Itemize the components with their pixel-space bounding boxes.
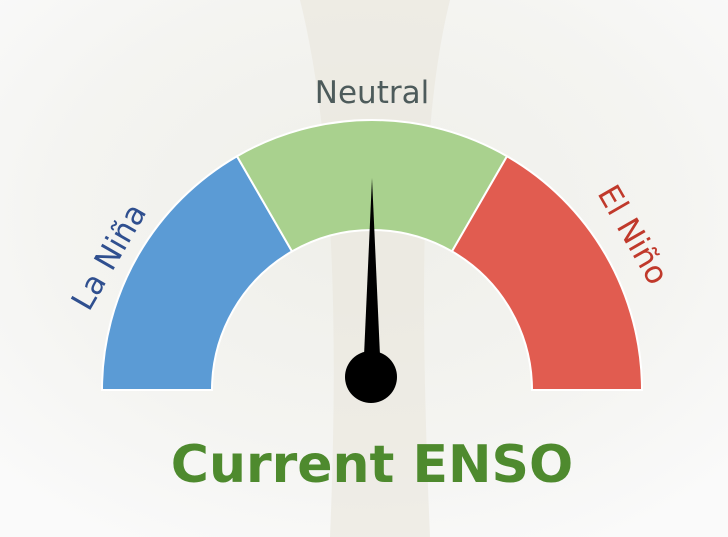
title: Current ENSO bbox=[171, 435, 573, 495]
enso-gauge-graphic: La Niña Neutral El Niño Current ENSO bbox=[0, 0, 728, 537]
needle-hub bbox=[345, 351, 397, 403]
page: La Niña Neutral El Niño Current ENSO (()… bbox=[0, 0, 728, 537]
neutral-label: Neutral bbox=[315, 75, 429, 111]
